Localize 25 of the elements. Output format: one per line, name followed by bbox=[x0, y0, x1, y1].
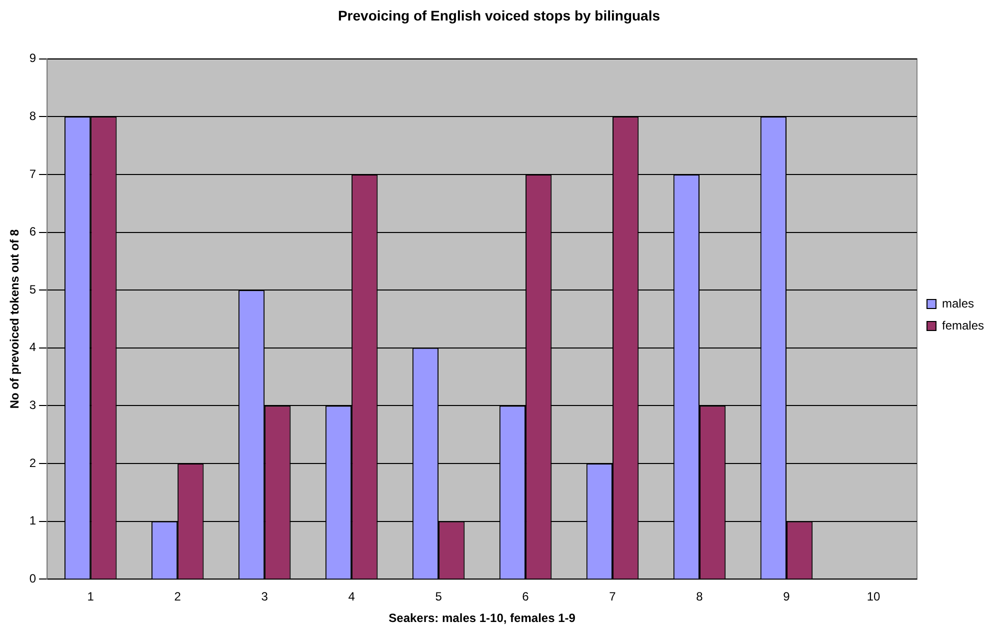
x-axis-title: Seakers: males 1-10, females 1-9 bbox=[388, 611, 576, 626]
x-tick-label: 8 bbox=[696, 590, 704, 604]
y-tick-label: 2 bbox=[29, 456, 36, 470]
x-tick-label: 6 bbox=[522, 590, 530, 604]
x-tick-label: 1 bbox=[87, 590, 94, 604]
x-tick-label: 4 bbox=[348, 590, 356, 604]
x-tick-label: 5 bbox=[435, 590, 442, 604]
x-tick-label: 7 bbox=[609, 590, 616, 604]
y-tick-label: 9 bbox=[29, 51, 36, 66]
y-tick-label: 5 bbox=[29, 282, 36, 296]
y-tick-label: 7 bbox=[29, 166, 36, 181]
chart-title: Prevoicing of English voiced stops by bilinguals bbox=[338, 7, 660, 24]
y-tick-label: 1 bbox=[29, 514, 36, 528]
x-tick-label: 2 bbox=[174, 590, 182, 604]
x-tick-label: 3 bbox=[261, 590, 268, 604]
y-tick-label: 0 bbox=[29, 572, 36, 586]
y-tick-label: 4 bbox=[29, 340, 36, 354]
y-tick-label: 6 bbox=[29, 224, 36, 239]
legend-label: females bbox=[942, 318, 984, 332]
y-tick-label: 8 bbox=[29, 108, 36, 123]
y-axis-title: No of prevoiced tokens out of 8 bbox=[8, 229, 22, 409]
legend-label: males bbox=[942, 296, 974, 310]
x-tick-label: 9 bbox=[783, 590, 790, 604]
x-tick-label: 10 bbox=[866, 590, 880, 604]
y-tick-label: 3 bbox=[29, 398, 36, 412]
